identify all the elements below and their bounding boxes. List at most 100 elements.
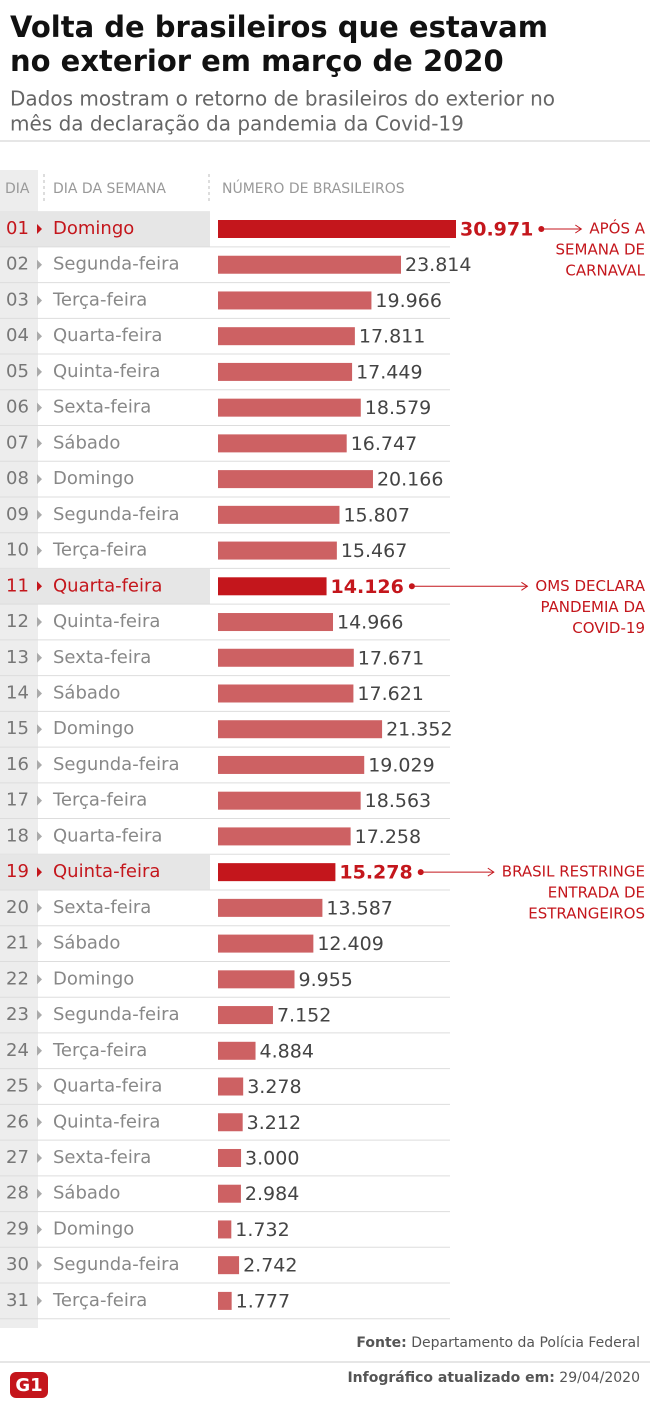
- bar: [218, 684, 354, 703]
- bar: [218, 755, 365, 774]
- weekday-label: Sábado: [53, 1183, 120, 1204]
- annotation-text: ESTRANGEIROS: [528, 905, 645, 923]
- value-label: 2.984: [245, 1183, 299, 1205]
- row-arrow: [37, 581, 42, 592]
- day-label: 02: [6, 254, 29, 275]
- weekday-label: Quinta-feira: [53, 1111, 160, 1132]
- row-arrow: [37, 545, 42, 556]
- value-label: 16.747: [351, 433, 417, 455]
- weekday-label: Domingo: [53, 968, 134, 989]
- weekday-label: Domingo: [53, 468, 134, 489]
- weekday-label: Segunda-feira: [53, 1004, 180, 1025]
- bar: [218, 1006, 273, 1025]
- annotation-text: CARNAVAL: [565, 262, 645, 280]
- day-label: 27: [6, 1147, 29, 1168]
- bar: [218, 970, 295, 989]
- row-arrow: [37, 509, 42, 520]
- weekday-label: Quarta-feira: [53, 825, 162, 846]
- value-label: 23.814: [405, 254, 471, 276]
- row-arrow: [37, 652, 42, 663]
- weekday-label: Segunda-feira: [53, 254, 180, 275]
- bar: [218, 291, 372, 310]
- row-arrow: [37, 295, 42, 306]
- weekday-label: Terça-feira: [52, 289, 147, 310]
- row-arrow: [37, 795, 42, 806]
- bar: [218, 934, 314, 953]
- row-arrow: [37, 617, 42, 628]
- value-label: 17.671: [358, 647, 424, 669]
- day-label: 17: [6, 790, 29, 811]
- value-label: 17.258: [355, 826, 421, 848]
- bar: [218, 1291, 232, 1310]
- value-label: 20.166: [377, 469, 443, 491]
- column-header: DIA: [5, 181, 30, 197]
- title-line: no exterior em março de 2020: [10, 44, 504, 78]
- highlight-row: [0, 211, 210, 247]
- weekday-label: Terça-feira: [52, 790, 147, 811]
- bar: [218, 1256, 240, 1275]
- day-label: 01: [6, 218, 29, 239]
- logo-bg: [10, 1372, 48, 1398]
- day-label: 05: [6, 361, 29, 382]
- row-arrow: [37, 902, 42, 913]
- day-label: 29: [6, 1218, 29, 1239]
- weekday-label: Terça-feira: [52, 540, 147, 561]
- weekday-label: Quinta-feira: [53, 861, 160, 882]
- row-arrow: [37, 1224, 42, 1235]
- bar: [218, 1113, 243, 1132]
- day-label: 21: [6, 933, 29, 954]
- weekday-label: Quinta-feira: [53, 611, 160, 632]
- title-line: Volta de brasileiros que estavam: [10, 10, 548, 44]
- weekday-label: Domingo: [53, 1218, 134, 1239]
- row-arrow: [37, 1081, 42, 1092]
- day-label: 18: [6, 825, 29, 846]
- day-label: 06: [6, 397, 29, 418]
- row-arrow: [37, 438, 42, 449]
- annotation-text: COVID-19: [572, 619, 645, 637]
- weekday-label: Quinta-feira: [53, 361, 160, 382]
- day-label: 12: [6, 611, 29, 632]
- day-label: 10: [6, 540, 29, 561]
- bar: [218, 1148, 242, 1167]
- row-arrow: [37, 1117, 42, 1128]
- day-label: 19: [6, 861, 29, 882]
- value-label: 7.152: [277, 1005, 331, 1027]
- day-label: 16: [6, 754, 29, 775]
- weekday-label: Sexta-feira: [53, 1147, 151, 1168]
- bar: [218, 898, 323, 917]
- day-label: 08: [6, 468, 29, 489]
- value-label: 1.732: [235, 1219, 289, 1241]
- bar: [218, 720, 383, 739]
- row-arrow: [37, 724, 42, 735]
- day-label: 23: [6, 1004, 29, 1025]
- annotation-text: PANDEMIA DA: [540, 598, 645, 616]
- weekday-label: Segunda-feira: [53, 754, 180, 775]
- source-label: Fonte:: [356, 1335, 406, 1351]
- day-label: 13: [6, 647, 29, 668]
- value-label: 19.966: [375, 290, 441, 312]
- row-arrow: [37, 1010, 42, 1021]
- bar: [218, 863, 336, 882]
- row-arrow: [37, 1188, 42, 1199]
- subtitle-line: Dados mostram o retorno de brasileiros d…: [10, 87, 555, 111]
- bar: [218, 827, 351, 846]
- value-label: 13.587: [326, 897, 392, 919]
- highlight-row: [0, 854, 210, 891]
- bar: [218, 470, 373, 489]
- row-arrow: [37, 1152, 42, 1163]
- day-label: 22: [6, 968, 29, 989]
- bar: [218, 1184, 241, 1203]
- weekday-label: Domingo: [53, 218, 134, 239]
- rows: 01 Domingo 30.971 02 Segunda-feira 23.814 03 Te…: [0, 211, 646, 1320]
- value-label: 19.029: [368, 754, 434, 776]
- weekday-label: Sexta-feira: [53, 897, 151, 918]
- annotation-arrow: [575, 224, 583, 234]
- bar: [218, 1220, 232, 1239]
- updated-label: Infográfico atualizado em:: [347, 1370, 554, 1386]
- weekday-label: Terça-feira: [52, 1040, 147, 1061]
- value-label: 4.884: [260, 1040, 314, 1062]
- value-label: 14.966: [337, 612, 403, 634]
- day-label: 25: [6, 1076, 29, 1097]
- bar: [218, 1041, 256, 1060]
